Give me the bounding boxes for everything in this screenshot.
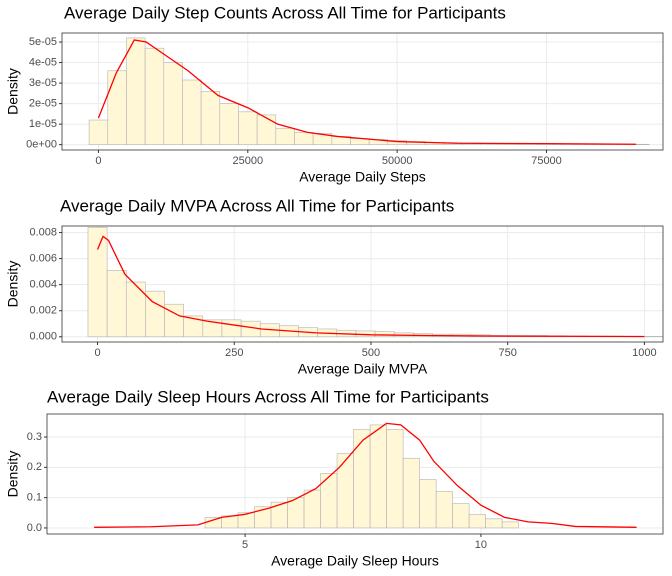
y-tick-label: 0.002 [29, 305, 57, 317]
bar [419, 479, 437, 529]
y-axis-title: Density [5, 68, 21, 115]
x-axis-title: Average Daily Sleep Hours [271, 553, 439, 569]
bar [386, 429, 404, 529]
x-tick-label: 75000 [531, 155, 562, 167]
chart-title: Average Daily Step Counts Across All Tim… [64, 3, 506, 22]
panel-border [61, 32, 664, 151]
y-tick-label: 0.1 [27, 492, 42, 504]
chart: 0e+00 1e-05 2e-05 3e-05 4e-05 5e-05 0 25000 5000… [5, 3, 664, 185]
bar [485, 518, 503, 529]
bar [204, 517, 222, 529]
density-line [96, 235, 645, 338]
x-tick-label: 25000 [232, 155, 263, 167]
y-tick-label: 0.006 [29, 252, 57, 264]
y-tick-label: 4e-05 [29, 56, 57, 68]
x-tick-label: 0 [94, 347, 100, 359]
bar [336, 453, 354, 529]
bar [303, 489, 321, 529]
bar [88, 119, 109, 145]
x-tick-label: 500 [362, 347, 380, 359]
bar [435, 491, 453, 529]
x-tick-label: 10 [475, 539, 487, 551]
bar [182, 79, 202, 145]
x-tick-label: 5 [242, 539, 248, 551]
bar [221, 319, 242, 338]
x-tick-label: 0 [95, 155, 101, 167]
bar [107, 70, 127, 145]
chart: 0.0 0.1 0.2 0.3 5 10 Average Daily Sleep Hours… [5, 387, 664, 569]
bar [353, 429, 371, 529]
bar [402, 457, 420, 529]
y-tick-label: 0.2 [27, 461, 42, 473]
bar [369, 424, 387, 529]
y-tick-label: 2e-05 [29, 98, 57, 110]
bar [87, 227, 108, 338]
bar [468, 514, 486, 529]
panel-border [61, 225, 664, 343]
chart: 0.000 0.002 0.004 0.006 0.008 0 250 500 750 1000 A… [5, 196, 664, 377]
y-axis-title: Density [5, 261, 21, 308]
bar [163, 62, 183, 145]
bar [125, 281, 146, 338]
bar [501, 521, 519, 529]
y-tick-label: 5e-05 [29, 36, 57, 48]
chart-title: Average Daily MVPA Across All Time for P… [60, 196, 454, 215]
bar [275, 127, 295, 145]
bar [238, 111, 258, 145]
bar [219, 103, 239, 145]
x-tick-label: 750 [499, 347, 517, 359]
y-tick-label: 0.3 [27, 431, 42, 443]
density-line [97, 39, 637, 145]
y-tick-label: 0.008 [29, 226, 57, 238]
density-line [94, 422, 637, 528]
x-axis-title: Average Daily Steps [299, 169, 426, 185]
y-tick-label: 0.000 [29, 331, 57, 343]
panel-border [46, 413, 664, 535]
bar [374, 331, 395, 338]
x-tick-label: 250 [225, 347, 243, 359]
y-tick-label: 0.0 [27, 522, 42, 534]
bar [256, 114, 277, 145]
x-axis-title: Average Daily MVPA [298, 361, 428, 377]
x-tick-label: 1000 [632, 347, 656, 359]
chart-title: Average Daily Sleep Hours Across All Tim… [47, 387, 489, 406]
y-tick-label: 1e-05 [29, 118, 57, 130]
y-axis-title: Density [5, 451, 21, 498]
bar [106, 270, 127, 338]
bar [200, 90, 221, 145]
y-tick-label: 0e+00 [26, 139, 57, 151]
bar [294, 132, 314, 145]
bar [144, 47, 165, 145]
y-tick-label: 3e-05 [29, 77, 57, 89]
bar [126, 37, 146, 145]
bar [287, 497, 305, 529]
bar [452, 503, 470, 529]
x-tick-label: 50000 [382, 155, 413, 167]
y-tick-label: 0.004 [29, 279, 57, 291]
